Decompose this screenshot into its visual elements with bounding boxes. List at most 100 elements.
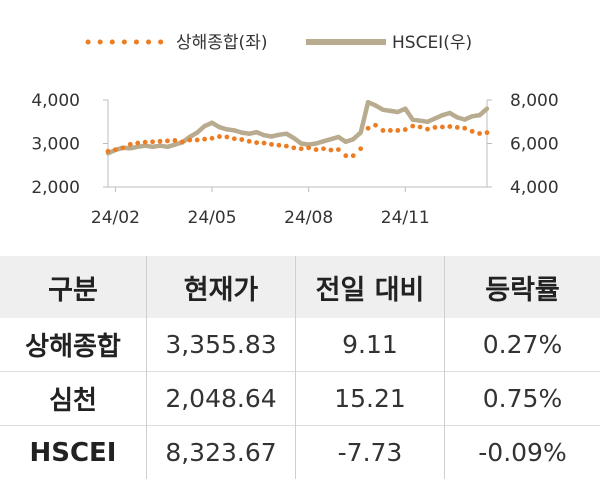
hscei-point xyxy=(432,116,438,121)
hscei-point xyxy=(165,144,170,149)
shanghai-point xyxy=(350,153,356,159)
shanghai-point xyxy=(469,128,475,134)
hscei-point xyxy=(135,144,140,149)
shanghai-point xyxy=(239,137,245,142)
shanghai-point xyxy=(298,146,304,152)
shanghai-point xyxy=(358,146,364,152)
hscei-point xyxy=(306,142,311,147)
shanghai-point xyxy=(246,138,252,144)
shanghai-point xyxy=(425,126,430,132)
shanghai-point xyxy=(105,148,111,154)
hscei-point xyxy=(462,117,467,122)
shanghai-point xyxy=(454,125,460,130)
series-line-hscei xyxy=(107,99,489,156)
shanghai-point xyxy=(328,147,334,153)
shanghai-point xyxy=(410,123,416,129)
hscei-point xyxy=(440,113,445,118)
hscei-point xyxy=(224,127,230,132)
market-summary-table: 구분 현재가 전일 대비 등락률 상해종합 3,355.83 9.11 0.27… xyxy=(0,256,600,479)
y-left-tick-label: 4,000 xyxy=(31,91,80,111)
hscei-point xyxy=(157,143,163,148)
hscei-point xyxy=(358,130,363,135)
hscei-point xyxy=(276,132,282,137)
hscei-point xyxy=(477,113,482,118)
hscei-point xyxy=(239,130,244,135)
hscei-point xyxy=(202,123,207,129)
hscei-point xyxy=(246,131,252,136)
hscei-point xyxy=(447,110,453,116)
table-row: HSCEI 8,323.67 -7.73 -0.09% xyxy=(0,425,600,479)
row-change: 15.21 xyxy=(295,371,445,426)
row-price: 8,323.67 xyxy=(146,425,296,479)
hscei-point xyxy=(343,139,349,144)
row-price: 3,355.83 xyxy=(146,318,296,372)
hscei-point xyxy=(365,99,371,105)
shanghai-point xyxy=(120,145,126,151)
hscei-point xyxy=(417,118,423,123)
y-right-tick-label: 8,000 xyxy=(510,91,559,111)
x-tick-label: 24/11 xyxy=(381,208,430,228)
shanghai-point xyxy=(283,143,289,149)
shanghai-point xyxy=(365,125,371,131)
shanghai-point xyxy=(150,139,155,145)
shanghai-point xyxy=(254,140,260,146)
shanghai-point xyxy=(477,131,482,136)
row-rate: 0.75% xyxy=(444,371,600,426)
shanghai-point xyxy=(179,139,185,145)
shanghai-point xyxy=(224,134,230,140)
shanghai-point xyxy=(165,138,170,144)
y-right-tick-label: 6,000 xyxy=(510,135,559,155)
shanghai-point xyxy=(113,147,118,152)
hscei-point xyxy=(403,106,408,111)
header-rate: 등락률 xyxy=(444,256,600,318)
hscei-point xyxy=(351,136,356,142)
header-category: 구분 xyxy=(0,256,147,318)
plot-area xyxy=(105,99,490,159)
shanghai-point xyxy=(291,145,297,151)
shanghai-point xyxy=(261,140,267,146)
shanghai-point xyxy=(157,138,163,144)
y-left-tick-label: 2,000 xyxy=(31,178,80,198)
shanghai-point xyxy=(387,128,393,133)
shanghai-point xyxy=(321,146,326,152)
hscei-point xyxy=(254,129,259,135)
row-change: -7.73 xyxy=(295,425,445,479)
x-tick-label: 24/05 xyxy=(188,208,237,228)
row-change: 9.11 xyxy=(295,318,445,372)
chart-legend: 상해종합(좌) HSCEI(우) xyxy=(85,33,472,53)
table-row: 심천 2,048.64 15.21 0.75% xyxy=(0,371,600,426)
row-rate: 0.27% xyxy=(482,330,563,359)
shanghai-point xyxy=(373,122,378,128)
row-name: 상해종합 xyxy=(0,318,147,372)
x-tick-label: 24/08 xyxy=(284,208,333,228)
shanghai-point xyxy=(380,128,386,133)
hscei-point xyxy=(455,115,460,120)
hscei-point xyxy=(217,124,222,130)
dual-axis-line-chart: 상해종합(좌) HSCEI(우) 2,000 3,000 4,000 4,000 6,0… xyxy=(31,33,558,228)
hscei-point xyxy=(232,128,237,133)
shanghai-point xyxy=(306,145,312,151)
legend-label-shanghai: 상해종합(좌) xyxy=(176,33,267,53)
shanghai-point xyxy=(142,139,148,145)
shanghai-point xyxy=(202,136,208,142)
hscei-point xyxy=(336,134,341,140)
hscei-point xyxy=(299,141,304,146)
hscei-point xyxy=(284,131,289,136)
hscei-point xyxy=(388,108,393,114)
hscei-point xyxy=(380,107,386,112)
hscei-point xyxy=(172,142,178,147)
x-tick-label: 24/02 xyxy=(91,208,140,228)
shanghai-point xyxy=(276,142,282,148)
shanghai-point xyxy=(343,153,349,159)
hscei-point xyxy=(261,133,267,138)
hscei-point xyxy=(194,130,200,135)
y-left-tick-label: 3,000 xyxy=(31,135,80,155)
shanghai-point xyxy=(484,130,490,136)
hscei-point xyxy=(395,109,401,115)
row-name: HSCEI xyxy=(0,425,147,479)
chart-axes: 2,000 3,000 4,000 4,000 6,000 8,000 24/02 24/05… xyxy=(31,91,558,228)
hscei-point xyxy=(484,106,490,111)
shanghai-point xyxy=(135,140,141,146)
shanghai-point xyxy=(313,147,319,152)
hscei-point xyxy=(209,120,215,126)
